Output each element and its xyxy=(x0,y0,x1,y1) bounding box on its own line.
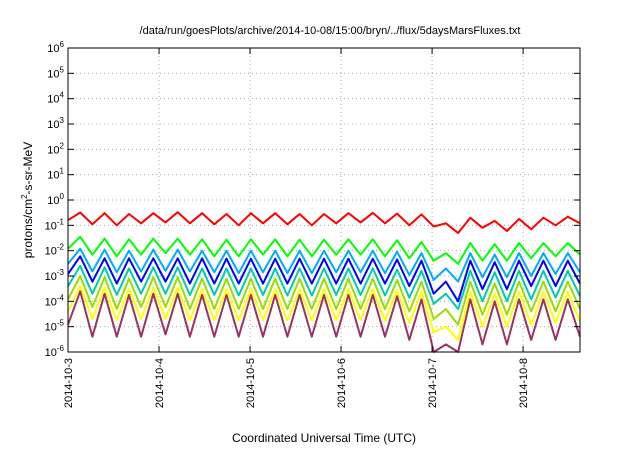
y-tick-base: 10 xyxy=(45,246,57,258)
y-axis-label-superscript: 2 xyxy=(20,194,29,199)
series-layer xyxy=(67,211,581,353)
series-line-4 xyxy=(67,255,581,303)
x-tick-label: 2014-10-4 xyxy=(154,358,166,408)
y-tick-label: 10-3 xyxy=(45,268,65,283)
y-tick-exponent: 0 xyxy=(60,192,65,201)
y-tick-base: 10 xyxy=(45,322,57,334)
y-tick-exponent: 2 xyxy=(60,141,65,150)
y-tick-label: 102 xyxy=(47,141,64,156)
y-tick-base: 10 xyxy=(45,220,57,232)
y-tick-label: 101 xyxy=(47,167,64,182)
y-tick-label: 104 xyxy=(47,91,64,106)
y-tick-label: 10-5 xyxy=(45,319,65,334)
y-tick-base: 10 xyxy=(47,119,59,131)
y-axis-label-prefix: protons/cm xyxy=(21,199,35,258)
y-tick-base: 10 xyxy=(47,170,59,182)
y-tick-base: 10 xyxy=(47,68,59,80)
y-tick-exponent: -1 xyxy=(57,217,65,226)
y-tick-label: 10-4 xyxy=(45,293,65,308)
series-line-6 xyxy=(67,275,581,326)
y-tick-label: 10-2 xyxy=(45,243,65,258)
series-line-1 xyxy=(67,211,581,234)
y-tick-exponent: -4 xyxy=(57,293,65,302)
y-tick-exponent: -6 xyxy=(57,344,65,353)
y-tick-base: 10 xyxy=(45,271,57,283)
y-tick-exponent: 3 xyxy=(60,116,65,125)
x-axis-label: Coordinated Universal Time (UTC) xyxy=(232,431,416,445)
y-tick-label: 105 xyxy=(47,65,64,80)
y-tick-label: 10-6 xyxy=(45,344,65,359)
y-tick-base: 10 xyxy=(47,94,59,106)
y-tick-exponent: 5 xyxy=(60,65,65,74)
series-line-8 xyxy=(67,290,581,353)
x-axis: 2014-10-3 2014-10-4 2014-10-5 2014-10-6 2014… xyxy=(63,48,530,408)
y-tick-label: 10-1 xyxy=(45,217,65,232)
series-line-5 xyxy=(67,264,581,310)
y-tick-base: 10 xyxy=(45,347,57,359)
series-line-3 xyxy=(67,247,581,283)
y-tick-exponent: -2 xyxy=(57,243,65,252)
y-tick-base: 10 xyxy=(47,195,59,207)
y-tick-label: 100 xyxy=(47,192,64,207)
y-tick-base: 10 xyxy=(45,296,57,308)
x-tick-label: 2014-10-3 xyxy=(63,358,75,408)
series-line-2 xyxy=(67,235,581,265)
y-tick-base: 10 xyxy=(47,43,59,55)
y-tick-exponent: -3 xyxy=(57,268,65,277)
y-tick-exponent: 6 xyxy=(60,40,65,49)
y-tick-exponent: 1 xyxy=(60,167,65,176)
x-tick-label: 2014-10-8 xyxy=(518,358,530,408)
chart-title: /data/run/goesPlots/archive/2014-10-08/1… xyxy=(140,25,521,37)
y-tick-base: 10 xyxy=(47,144,59,156)
y-tick-label: 106 xyxy=(47,40,64,55)
x-tick-label: 2014-10-5 xyxy=(245,358,257,408)
y-tick-exponent: 4 xyxy=(60,91,65,100)
series-line-7 xyxy=(67,285,581,341)
y-axis-label: protons/cm2-s-sr-MeV xyxy=(20,142,35,258)
x-tick-label: 2014-10-7 xyxy=(427,358,439,408)
y-tick-exponent: -5 xyxy=(57,319,65,328)
y-axis: 10610510410310210110010-110-210-310-410-… xyxy=(45,40,580,359)
x-tick-label: 2014-10-6 xyxy=(336,358,348,408)
y-tick-label: 103 xyxy=(47,116,64,131)
y-axis-label-suffix: -s-sr-MeV xyxy=(21,142,35,195)
